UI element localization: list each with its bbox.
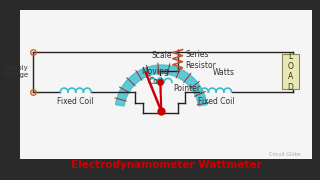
Text: Watts: Watts [212,68,234,77]
Text: L
O
A
D: L O A D [287,52,293,92]
Text: Electrodynamometer Wattmeter: Electrodynamometer Wattmeter [71,160,261,170]
Bar [20,10,312,159]
Text: Series
Resistor: Series Resistor [185,50,216,70]
Polygon shape [116,65,207,106]
Bar [282,54,299,89]
Text: Fixed Coil: Fixed Coil [198,97,235,106]
Text: Pointer: Pointer [173,84,200,93]
Text: Circuit Globe: Circuit Globe [269,152,301,157]
Text: Fixed Coil: Fixed Coil [57,97,94,106]
Text: Supply
Voltage: Supply Voltage [3,65,28,78]
Text: Scale: Scale [151,51,172,60]
Text: Moving
Coil: Moving Coil [142,67,169,86]
